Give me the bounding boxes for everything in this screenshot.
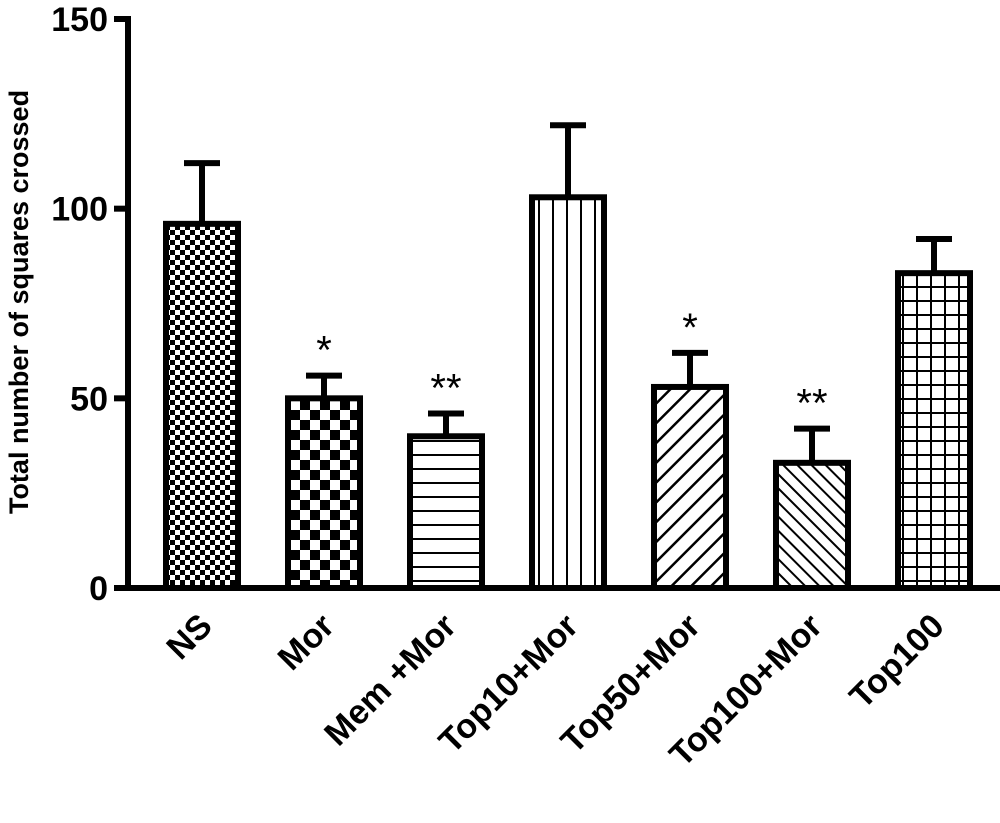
bar [407, 433, 485, 591]
bar-group [895, 236, 973, 591]
bar [529, 194, 607, 592]
bar [163, 220, 241, 591]
significance-label: * [682, 306, 698, 350]
significance-label: * [316, 329, 332, 373]
y-tick-label: 100 [51, 191, 108, 229]
bar [285, 395, 363, 592]
bar [895, 270, 973, 591]
significance-label: ** [796, 382, 827, 426]
bar [773, 459, 851, 592]
bar-group: ** [407, 367, 485, 591]
bar [651, 383, 729, 591]
y-tick-label: 50 [70, 380, 108, 418]
bar-group [163, 160, 241, 591]
bars-layer: ****** [163, 122, 973, 592]
x-tick-label: Top100 [842, 607, 951, 716]
bar-group: * [651, 306, 729, 591]
bar-group: ** [773, 382, 851, 592]
bar-group: * [285, 329, 363, 592]
y-tick-label: 150 [51, 1, 108, 39]
y-axis: 0 50 100 150 [51, 1, 131, 608]
y-tick-label: 0 [89, 570, 108, 608]
significance-label: ** [430, 367, 461, 411]
y-axis-title: Total number of squares crossed [4, 90, 34, 514]
bar-group [529, 122, 607, 592]
x-tick-label: Mor [271, 607, 342, 678]
x-tick-label: NS [159, 607, 219, 667]
